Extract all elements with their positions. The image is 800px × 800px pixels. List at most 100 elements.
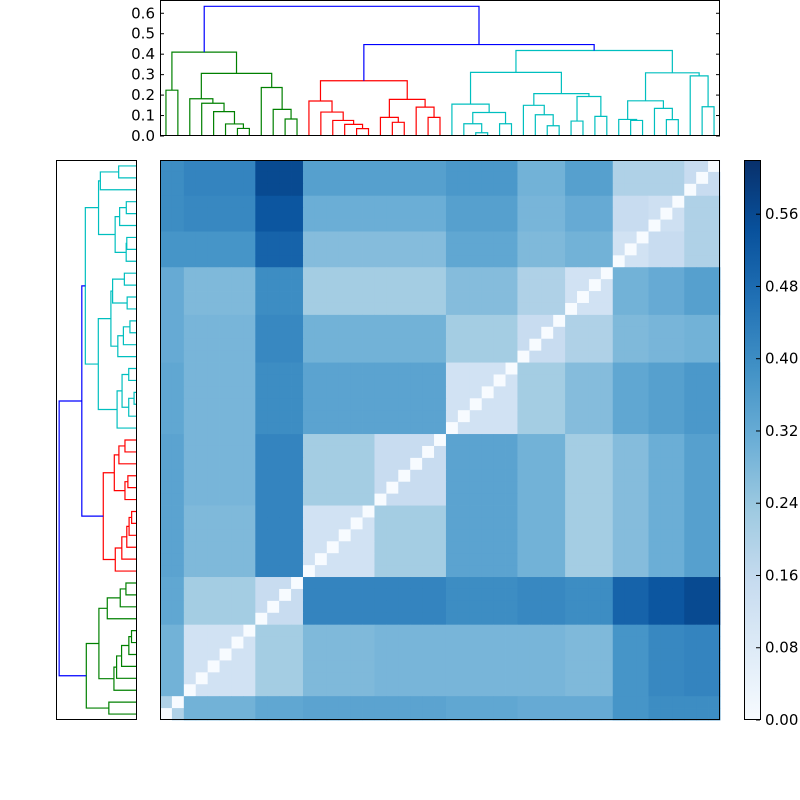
heatmap-cell: [362, 684, 375, 697]
heatmap-cell: [160, 195, 173, 209]
heatmap-cell: [481, 362, 495, 375]
heatmap-cell: [398, 243, 411, 256]
heatmap-cell: [493, 326, 506, 340]
heatmap-cell: [469, 362, 483, 375]
heatmap-cell: [469, 445, 483, 459]
heatmap-cell: [243, 696, 256, 709]
heatmap-cell: [636, 648, 649, 661]
heatmap-cell: [422, 588, 435, 602]
heatmap-cell: [600, 267, 614, 280]
heatmap-cell: [386, 410, 399, 423]
heatmap-cell: [219, 362, 232, 375]
heatmap-cell: [696, 660, 709, 673]
heatmap-cell: [612, 183, 626, 197]
heatmap-cell: [326, 410, 340, 423]
heatmap-cell: [160, 612, 173, 626]
heatmap-cell: [326, 160, 340, 173]
heatmap-cell: [171, 338, 185, 352]
heatmap-cell: [219, 517, 232, 530]
heatmap-cell: [624, 374, 637, 387]
heatmap-cell: [374, 529, 387, 542]
heatmap-cell: [624, 684, 637, 697]
heatmap-cell: [362, 171, 375, 185]
heatmap-cell: [505, 684, 518, 697]
heatmap-cell: [255, 374, 268, 387]
heatmap-cell: [672, 457, 685, 471]
heatmap-cell: [493, 314, 506, 328]
heatmap-cell: [600, 231, 614, 244]
heatmap-cell: [302, 588, 316, 602]
heatmap-cell: [219, 279, 232, 292]
heatmap-cell: [291, 684, 304, 697]
heatmap-cell: [636, 505, 649, 518]
heatmap-cell: [231, 279, 244, 292]
heatmap-cell: [517, 160, 530, 173]
heatmap-cell: [624, 481, 637, 495]
heatmap-cell: [636, 183, 649, 197]
heatmap-cell: [410, 243, 423, 256]
heatmap-cell: [207, 183, 220, 197]
heatmap-cell: [231, 422, 244, 435]
heatmap-cell: [374, 362, 387, 375]
heatmap-cell: [207, 469, 220, 483]
heatmap-cell: [374, 291, 387, 304]
heatmap-cell: [267, 326, 280, 340]
dendrogram-link: [472, 111, 507, 124]
heatmap-cell: [457, 183, 471, 197]
heatmap-cell: [398, 183, 411, 197]
heatmap-cell: [565, 338, 578, 352]
heatmap-cell: [469, 314, 483, 328]
heatmap-cell: [660, 410, 673, 423]
heatmap-cell: [410, 326, 423, 340]
heatmap-cell: [326, 624, 340, 637]
dendrogram-link: [128, 397, 136, 417]
heatmap-cell: [469, 577, 483, 590]
heatmap-cell: [255, 696, 268, 709]
heatmap-cell: [660, 374, 673, 387]
heatmap-cell: [577, 434, 590, 447]
heatmap-cell: [183, 350, 197, 363]
heatmap-cell: [672, 624, 685, 637]
heatmap-cell: [434, 302, 447, 316]
heatmap-cell: [207, 386, 220, 399]
heatmap-cell: [505, 481, 518, 495]
heatmap-cell: [469, 350, 483, 363]
heatmap-cell: [636, 362, 649, 375]
dendrogram-link: [203, 5, 480, 53]
heatmap-cell: [279, 350, 292, 363]
heatmap-cell: [457, 457, 471, 471]
heatmap-cell: [207, 291, 220, 304]
heatmap-cell: [493, 493, 506, 506]
heatmap-cell: [302, 672, 316, 685]
heatmap-cell: [445, 588, 459, 602]
heatmap-cell: [624, 314, 637, 328]
heatmap-cell: [577, 160, 590, 173]
heatmap-cell: [541, 600, 554, 614]
heatmap-cell: [624, 422, 637, 435]
heatmap-cell: [684, 338, 697, 352]
heatmap-cell: [302, 386, 316, 399]
heatmap-cell: [350, 326, 363, 340]
heatmap-cell: [505, 541, 518, 554]
heatmap-cell: [636, 696, 649, 709]
heatmap-cell: [314, 434, 328, 447]
heatmap-cell: [553, 243, 566, 256]
heatmap-cell: [469, 505, 483, 518]
heatmap-cell: [517, 624, 530, 637]
heatmap-cell: [600, 326, 614, 340]
heatmap-cell: [553, 207, 566, 220]
heatmap-cell: [648, 660, 661, 673]
heatmap-cell: [708, 279, 721, 292]
heatmap-cell: [255, 529, 268, 542]
colorbar-tick-label: 0.48: [765, 277, 798, 295]
heatmap-cell: [267, 362, 280, 375]
heatmap-cell: [612, 588, 626, 602]
heatmap-cell: [708, 207, 721, 220]
heatmap-cell: [398, 624, 411, 637]
heatmap-cell: [219, 636, 232, 649]
heatmap-cell: [195, 410, 209, 423]
heatmap-cell: [291, 183, 304, 197]
heatmap-cell: [577, 219, 590, 232]
heatmap-cell: [696, 314, 709, 328]
heatmap-cell: [660, 541, 673, 554]
